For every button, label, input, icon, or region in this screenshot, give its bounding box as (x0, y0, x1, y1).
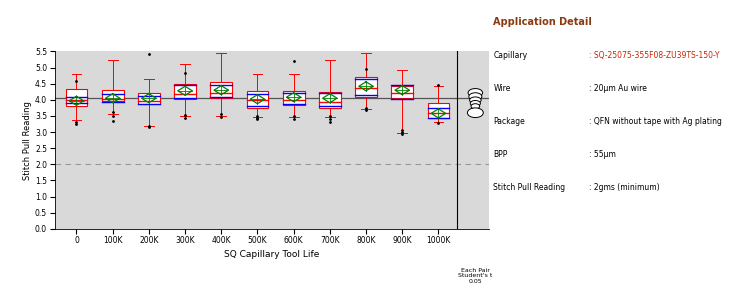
Text: Wire: Wire (493, 84, 511, 93)
Ellipse shape (470, 100, 480, 106)
Bar (391, 86, 413, 98)
Bar (101, 90, 123, 102)
Text: Package: Package (493, 117, 525, 126)
Text: Capillary: Capillary (493, 51, 527, 60)
Text: Stitch Pull Reading: Stitch Pull Reading (493, 183, 566, 192)
Bar (66, 89, 88, 106)
Bar (210, 82, 232, 98)
Text: : 2gms (minimum): : 2gms (minimum) (589, 183, 660, 192)
Y-axis label: Stitch Pull Reading: Stitch Pull Reading (23, 101, 32, 180)
X-axis label: SQ Capillary Tool Life: SQ Capillary Tool Life (224, 250, 320, 259)
Ellipse shape (471, 104, 480, 109)
Ellipse shape (468, 89, 483, 97)
Bar (428, 103, 449, 118)
Bar (247, 91, 269, 108)
Text: Each Pair
Student's t
0.05: Each Pair Student's t 0.05 (458, 268, 493, 284)
Text: : 55μm: : 55μm (589, 150, 616, 159)
Text: : QFN without tape with Ag plating: : QFN without tape with Ag plating (589, 117, 722, 126)
Ellipse shape (467, 108, 483, 118)
Bar (138, 94, 160, 104)
Bar (356, 77, 377, 97)
Text: : SQ-25075-355F08-ZU39TS-150-Y: : SQ-25075-355F08-ZU39TS-150-Y (589, 51, 720, 60)
Bar (283, 91, 304, 105)
Bar (319, 92, 341, 108)
Ellipse shape (469, 93, 482, 100)
Bar (174, 84, 196, 99)
Ellipse shape (469, 97, 481, 103)
Text: Oneway Analysis of Stitch Pull Reading By SQ Capillary Tool Life: Oneway Analysis of Stitch Pull Reading B… (83, 31, 461, 41)
Text: BPP: BPP (493, 150, 507, 159)
Text: : 20μm Au wire: : 20μm Au wire (589, 84, 647, 93)
Text: Application Detail: Application Detail (493, 17, 592, 27)
